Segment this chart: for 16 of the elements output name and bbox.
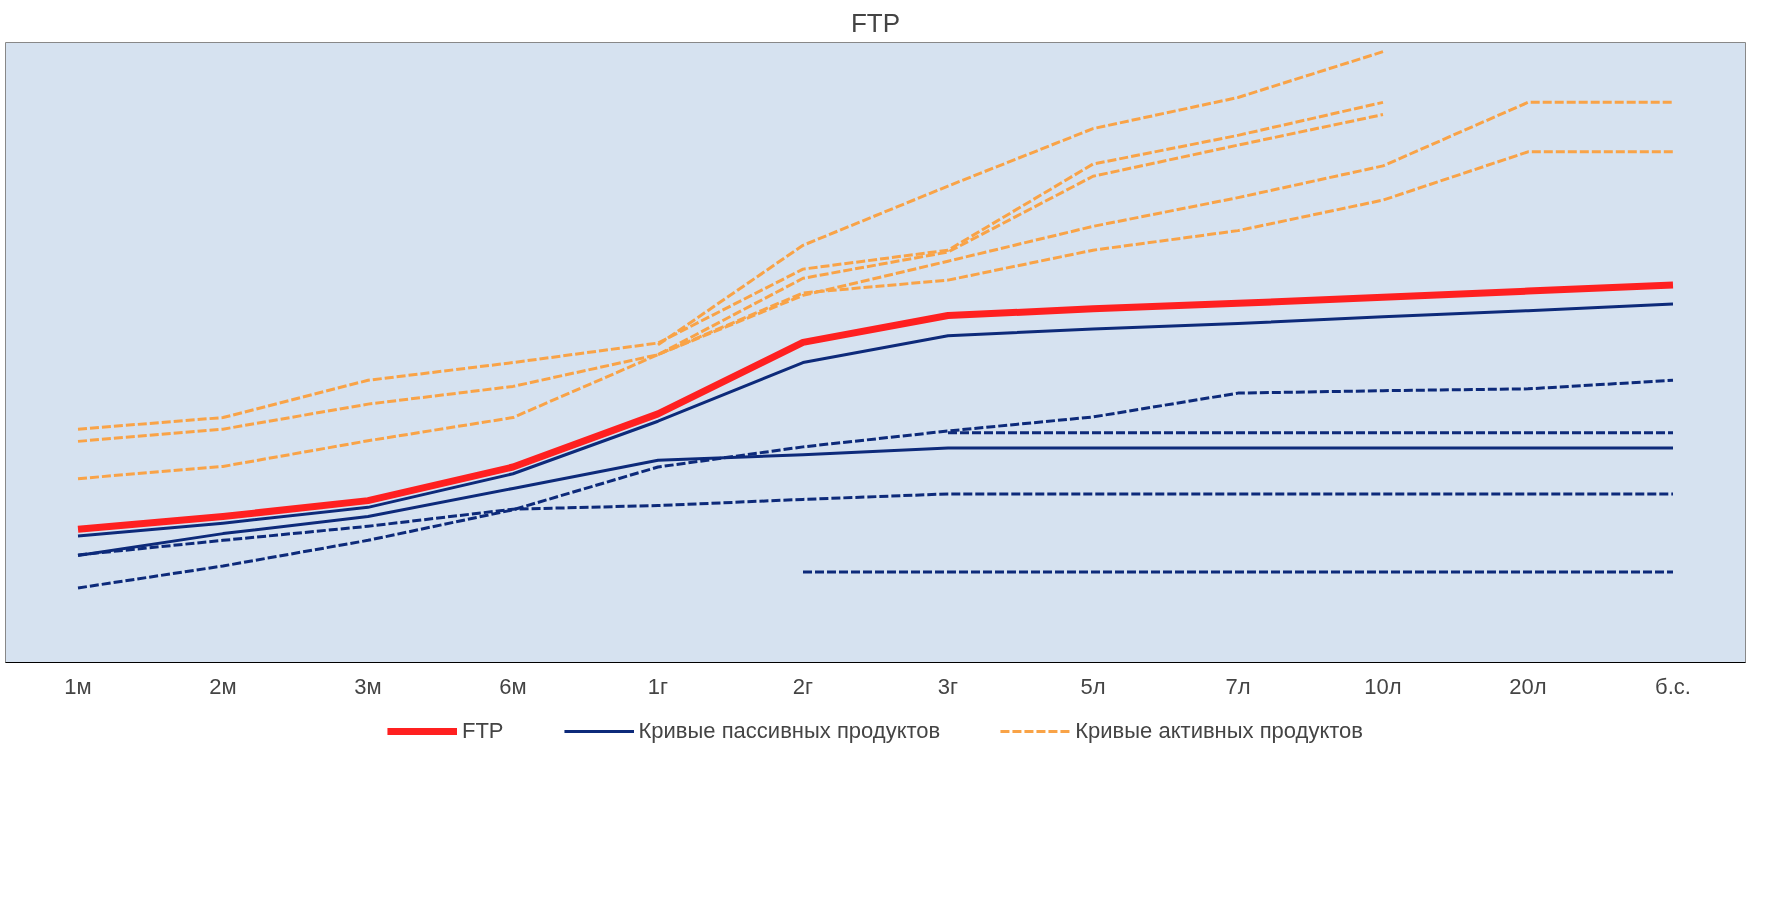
x-tick-label: 7л [1225,673,1251,699]
x-tick-label: 1м [64,673,92,699]
x-tick-label: 6м [499,673,527,699]
x-tick-label: 1г [647,673,669,699]
legend-label: Кривые активных продуктов [1075,718,1364,744]
x-tick-label: б.с. [1655,673,1691,699]
legend-label: Кривые пассивных продуктов [638,718,941,744]
x-tick-label: 3м [354,673,382,699]
x-tick-label: 10л [1364,673,1402,699]
chart-title: FTP [850,7,901,38]
x-tick-label: 2м [209,673,237,699]
x-tick-label: 3г [937,673,959,699]
legend-label: FTP [461,718,504,744]
x-tick-label: 5л [1080,673,1106,699]
x-tick-label: 20л [1509,673,1547,699]
x-tick-label: 2г [792,673,814,699]
